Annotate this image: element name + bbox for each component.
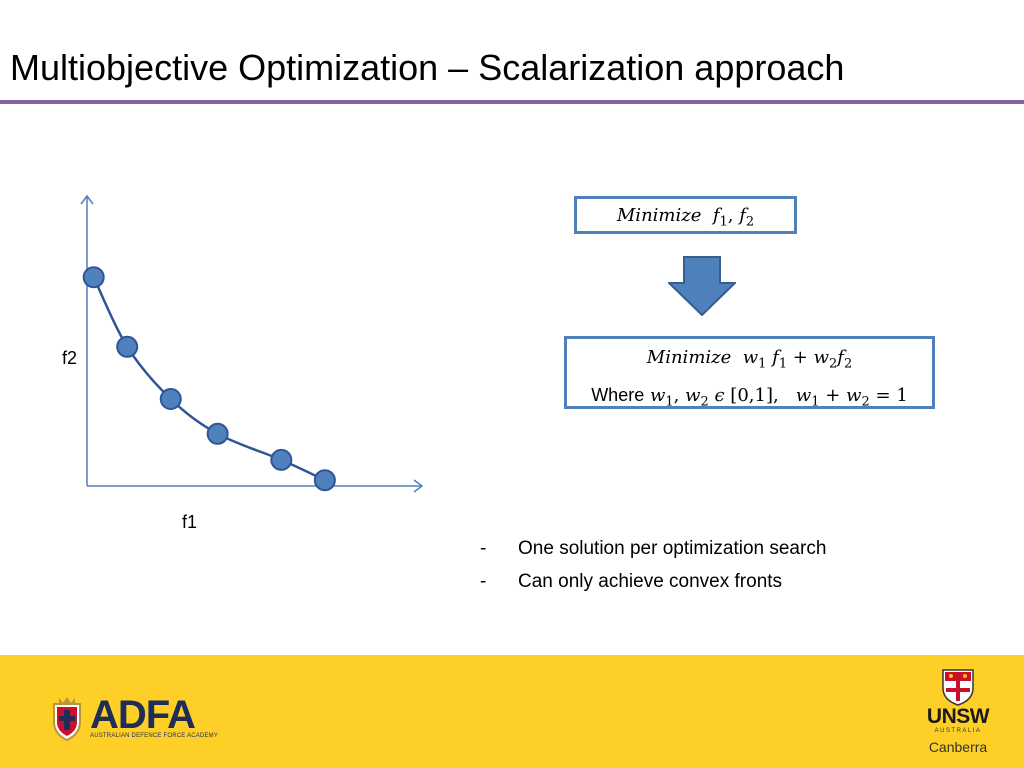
- original-problem-box: Minimize f1, f2: [574, 196, 797, 234]
- unsw-campus: Canberra: [928, 739, 988, 755]
- pareto-point-5: [270, 448, 293, 471]
- bullet-text: Can only achieve convex fronts: [518, 571, 783, 592]
- pareto-point-1: [82, 266, 105, 289]
- original-problem-formula: Minimize f1, f2: [616, 205, 755, 230]
- adfa-crest-icon: [53, 697, 81, 742]
- title-divider: [0, 100, 1024, 104]
- pareto-point-3: [159, 388, 182, 410]
- list-item: - One solution per optimization search: [480, 532, 826, 565]
- y-axis-label: f2: [62, 348, 78, 368]
- adfa-logo: ADFA AUSTRALIAN DEFENCE FORCE ACADEMY: [50, 693, 219, 742]
- adfa-wordmark: ADFA: [90, 693, 196, 737]
- unsw-crest-icon: [942, 669, 974, 706]
- bullet-list: - One solution per optimization search - C…: [480, 532, 826, 598]
- scalarized-problem-box: Minimize w1 f1 + w2f2 Where w1, w2 ϵ [0,…: [564, 336, 935, 409]
- pareto-curve: [92, 276, 326, 482]
- bullet-text: One solution per optimization search: [518, 538, 827, 559]
- unsw-logo: UNSW AUSTRALIA Canberra: [922, 668, 994, 756]
- bullet-dash: -: [480, 571, 487, 592]
- down-arrow-icon: [668, 256, 736, 316]
- pareto-point-6: [313, 469, 336, 492]
- pareto-point-2: [116, 335, 139, 358]
- adfa-subtitle: AUSTRALIAN DEFENCE FORCE ACADEMY: [90, 733, 219, 739]
- unsw-country: AUSTRALIA: [934, 728, 982, 734]
- slide-title: Multiobjective Optimization – Scalarizat…: [10, 47, 845, 88]
- unsw-wordmark: UNSW: [926, 705, 990, 728]
- list-item: - Can only achieve convex fronts: [480, 565, 826, 598]
- y-axis-arrowhead: [80, 194, 94, 205]
- bullet-dash: -: [480, 538, 487, 559]
- scalarized-objective-formula: Minimize w1 f1 + w2f2: [646, 347, 853, 372]
- weight-constraint-formula: Where w1, w2 ϵ [0,1], w1 + w2 = 1: [591, 384, 908, 410]
- x-axis-label: f1: [182, 512, 198, 532]
- x-axis-arrowhead: [413, 479, 424, 493]
- footer-band: [0, 655, 1024, 768]
- pareto-point-4: [206, 422, 229, 445]
